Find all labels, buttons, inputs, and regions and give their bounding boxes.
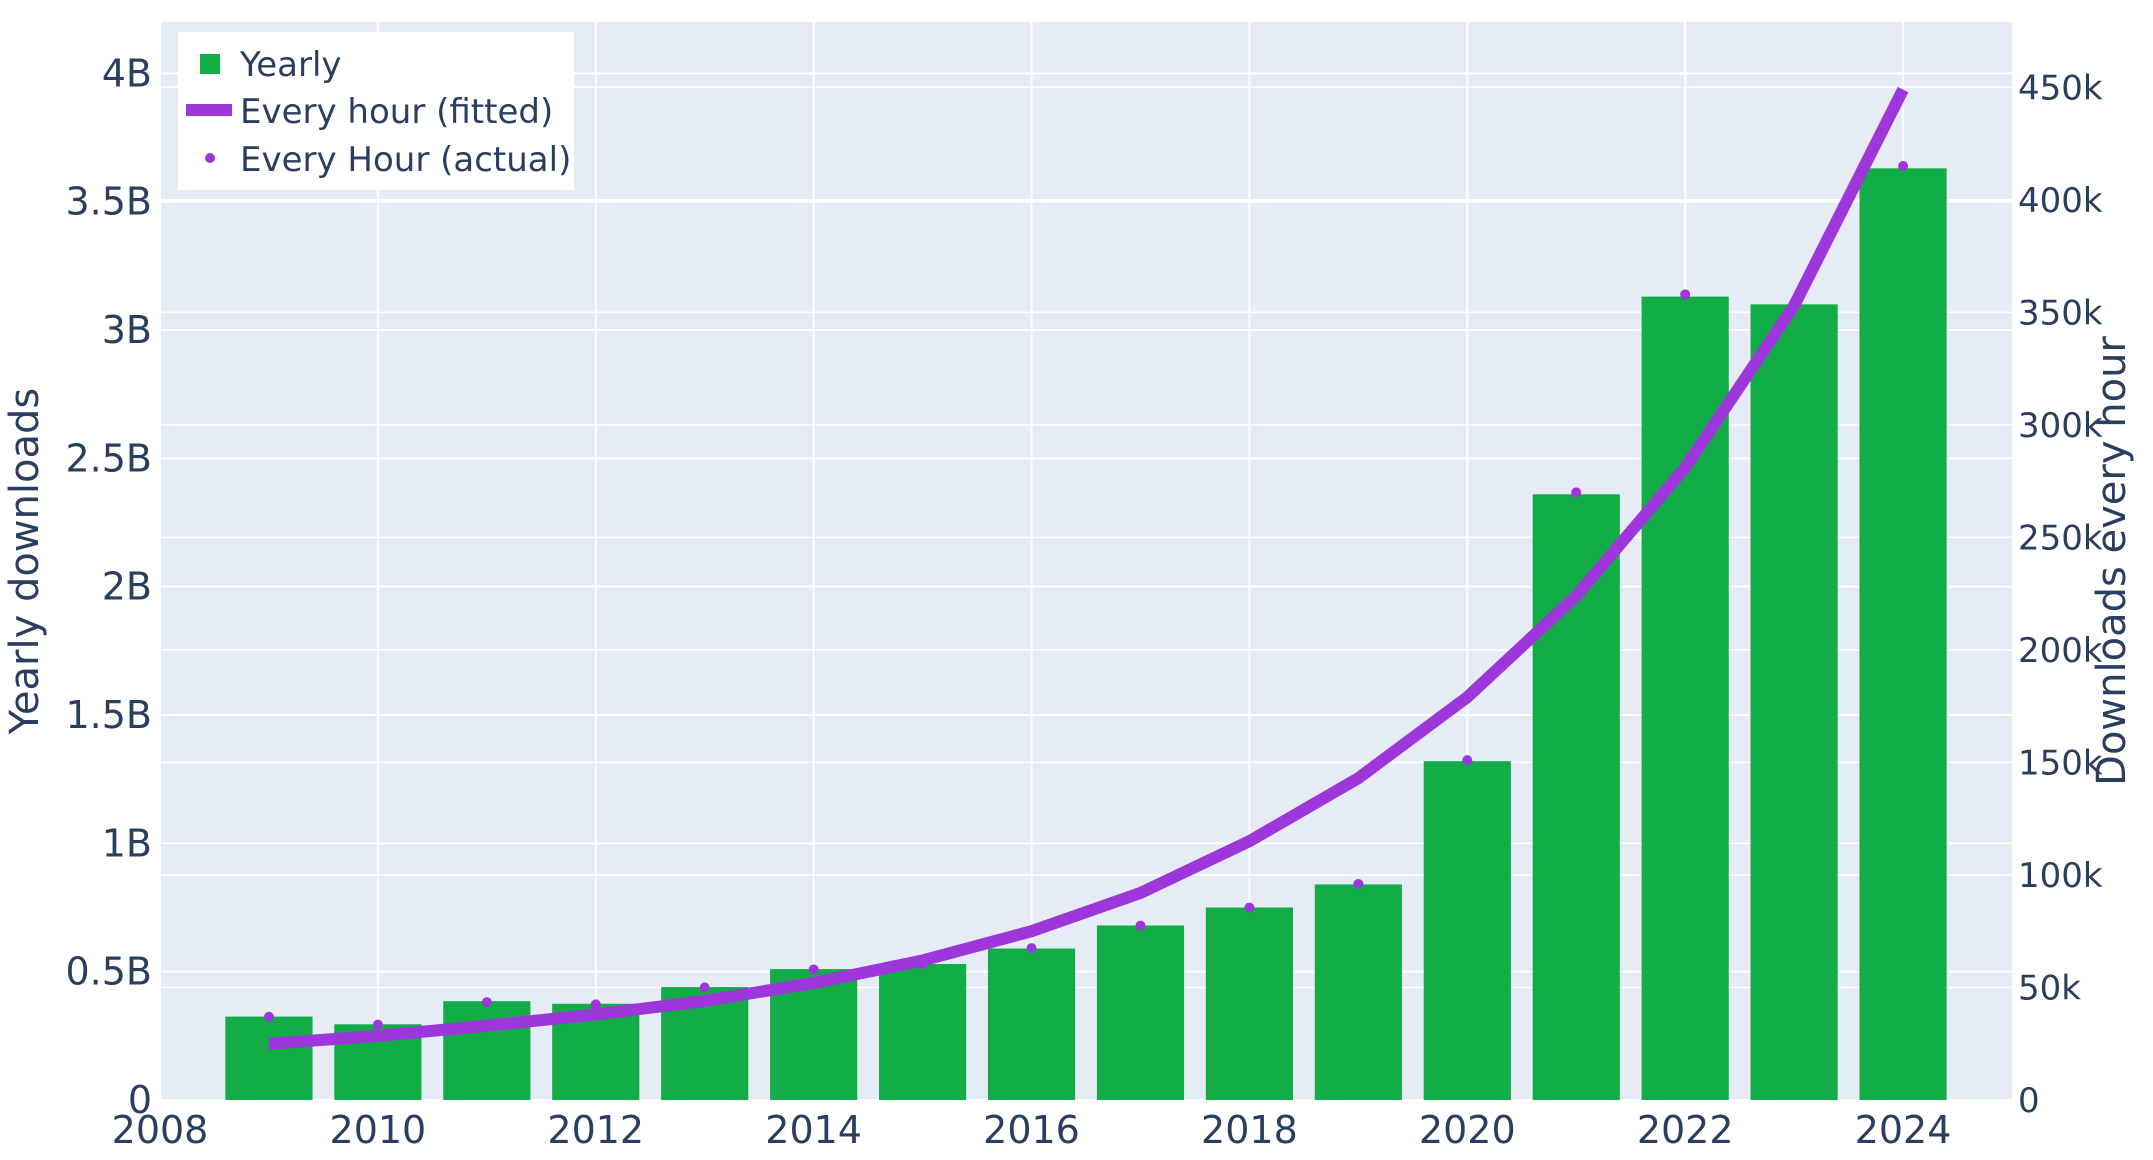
y-tick-label: 3B [102,308,152,352]
actual-point [699,982,710,993]
y2-tick-label: 200k [2018,631,2103,671]
legend-label-yearly: Yearly [239,45,342,85]
y-axis-right-ticks: 0 50k 100k 150k 200k 250k 300k 350k 400k 450k [2018,68,2103,1121]
bar [879,963,967,1100]
actual-point [1462,755,1473,766]
y2-tick-label: 300k [2018,406,2103,446]
y-axis-left-ticks: 0 0.5B 1B 1.5B 2B 2.5B 3B 3.5B 4B [65,51,152,1122]
y-tick-label: 1B [102,821,152,865]
actual-point [372,1019,383,1030]
y-axis-left-title: Yearly downloads [2,388,48,735]
legend-background [178,32,574,190]
y-tick-label: 2.5B [65,436,152,480]
line-series-fitted [268,86,1909,1050]
y2-tick-label: 100k [2018,856,2103,896]
x-tick-label: 2022 [1637,1108,1734,1152]
legend-label-fitted: Every hour (fitted) [240,92,553,132]
x-tick-label: 2008 [112,1108,209,1152]
bar [1205,907,1293,1100]
y2-tick-label: 350k [2018,293,2103,333]
actual-point [1680,289,1691,300]
x-tick-label: 2018 [1201,1108,1298,1152]
x-tick-label: 2024 [1855,1108,1952,1152]
fitted-line [268,86,1909,1050]
legend-swatch-actual [205,153,215,163]
actual-point [1789,298,1800,309]
bar [1750,304,1838,1100]
actual-point [808,964,819,975]
y-tick-label: 0 [128,1078,152,1122]
x-tick-label: 2010 [330,1108,427,1152]
actual-point [917,958,928,969]
actual-point [1026,943,1037,954]
actual-point [1135,920,1146,931]
x-tick-label: 2014 [765,1108,862,1152]
marker-series-actual [263,161,1909,1030]
actual-point [590,999,601,1010]
y-tick-label: 3.5B [65,180,152,224]
bar [1423,761,1511,1100]
y2-tick-label: 450k [2018,68,2103,108]
actual-point [481,997,492,1008]
bar [987,948,1076,1100]
x-axis-ticks: 2008 2010 2012 2014 2016 2018 2020 2022 2024 [112,1108,1952,1152]
bar [225,1016,313,1100]
legend-swatch-yearly [200,54,220,74]
y-axis-right-title: Downloads every hour [2089,336,2135,786]
bar [1096,925,1185,1100]
actual-point [1353,878,1364,889]
x-tick-label: 2016 [983,1108,1080,1152]
y2-tick-label: 250k [2018,518,2103,558]
x-tick-label: 2020 [1419,1108,1516,1152]
bar [1314,884,1402,1100]
y2-tick-label: 150k [2018,743,2103,783]
bar [1859,168,1947,1101]
y-tick-label: 1.5B [65,693,152,737]
bar [443,1001,531,1100]
y2-tick-label: 0 [2018,1081,2040,1121]
legend[interactable]: Yearly Every hour (fitted) Every Hour (a… [178,32,574,190]
x-tick-label: 2012 [547,1108,644,1152]
y2-tick-label: 400k [2018,181,2103,221]
actual-point [1244,902,1255,913]
actual-point [263,1011,274,1022]
legend-label-actual: Every Hour (actual) [240,140,571,180]
actual-point [1898,161,1909,172]
bar [1532,494,1620,1100]
y-tick-label: 2B [102,565,152,609]
y2-tick-label: 50k [2018,968,2081,1008]
y-tick-label: 4B [102,51,152,95]
actual-point [1571,487,1582,498]
y-tick-label: 0.5B [65,950,152,994]
